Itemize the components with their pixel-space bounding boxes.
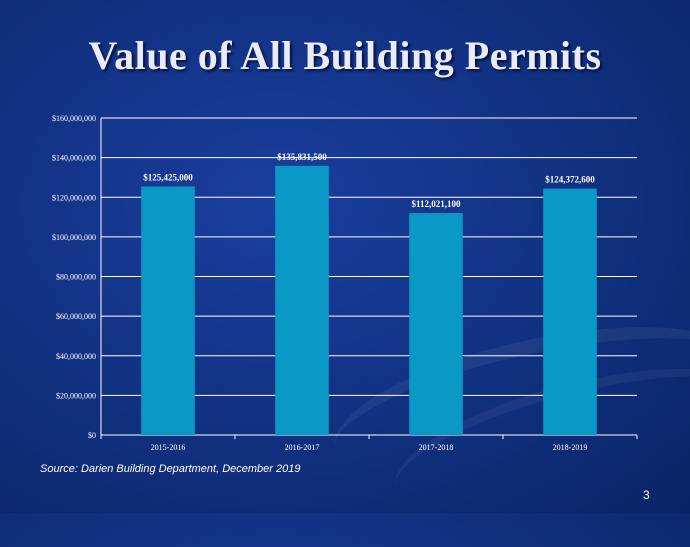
- x-tick-label: 2016-2017: [285, 443, 320, 452]
- data-label: $124,372,600: [545, 175, 595, 185]
- bar: [275, 165, 329, 435]
- y-tick-label: $80,000,000: [56, 273, 96, 282]
- slide-title: Value of All Building Permits: [88, 33, 602, 78]
- bar: [141, 186, 195, 435]
- source-note: Source: Darien Building Department, Dece…: [40, 463, 301, 475]
- y-tick-label: $0: [88, 431, 96, 440]
- bar: [543, 188, 597, 435]
- bar-chart: $0 $20,000,000 $40,000,000 $60,000,000 $80,0…: [52, 114, 597, 452]
- y-tick-label: $40,000,000: [56, 352, 96, 361]
- y-tick-label: $160,000,000: [52, 114, 96, 123]
- x-tick-label: 2015-2016: [151, 443, 186, 452]
- y-tick-label: $100,000,000: [52, 233, 96, 242]
- y-tick-label: $140,000,000: [52, 154, 96, 163]
- y-tick-label: $60,000,000: [56, 312, 96, 321]
- bar: [409, 213, 463, 435]
- x-tick-label: 2017-2018: [419, 443, 454, 452]
- y-tick-label: $20,000,000: [56, 391, 96, 400]
- page-number: 3: [643, 488, 650, 502]
- y-tick-label: $120,000,000: [52, 193, 96, 202]
- data-label: $125,425,000: [143, 173, 193, 183]
- data-label: $112,021,100: [411, 199, 461, 209]
- data-label: $135,831,500: [277, 152, 327, 162]
- x-tick-label: 2018-2019: [553, 443, 588, 452]
